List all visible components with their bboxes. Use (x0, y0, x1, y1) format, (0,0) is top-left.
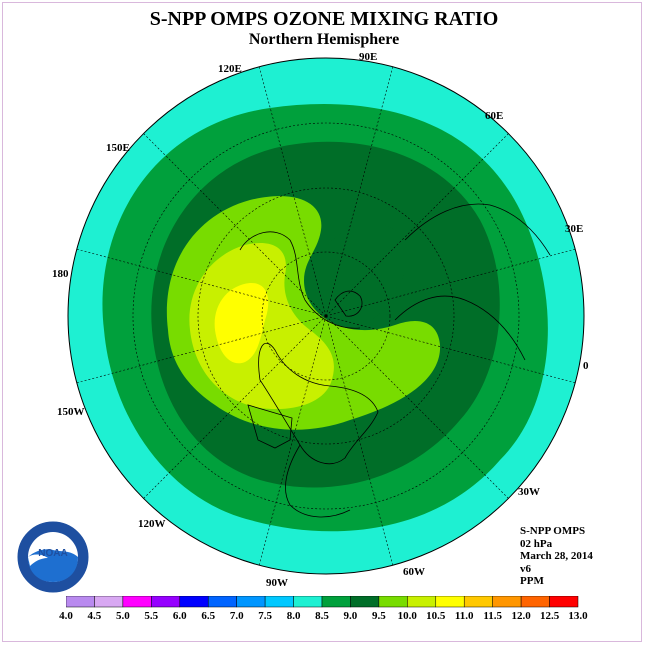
page-title: S-NPP OMPS OZONE MIXING RATIO (149, 8, 499, 30)
colorbar-swatch (66, 596, 95, 608)
colorbar-label: 11.5 (483, 610, 503, 622)
colorbar-label: 7.5 (258, 610, 272, 622)
graticule (132, 122, 520, 510)
colorbar-label: 6.5 (201, 610, 216, 622)
noaa-logo-text: NOAA (38, 548, 67, 559)
meridian-line (143, 315, 327, 499)
colorbar-swatch (293, 596, 323, 608)
longitude-label-90W: 90W (266, 577, 288, 589)
meridian-line (325, 133, 509, 317)
ozone-band-10-0 (214, 282, 269, 364)
colorbar-swatch (179, 596, 209, 608)
longitude-label-30W: 30W (518, 486, 540, 498)
colorbar-swatch (94, 596, 124, 608)
meridian-line (325, 315, 509, 499)
colorbar-label: 5.5 (144, 610, 159, 622)
longitude-label-120W: 120W (138, 518, 166, 530)
image-frame (2, 2, 642, 642)
colorbar-label: 11.0 (454, 610, 474, 622)
longitude-label-90E: 90E (359, 51, 378, 63)
info-block: S-NPP OMPS 02 hPa March 28, 2014 v6 PPM (520, 525, 593, 588)
meridian-line (325, 66, 394, 317)
meridian-line (325, 315, 576, 384)
colorbar-swatch (549, 596, 579, 608)
colorbar-label: 7.0 (229, 610, 244, 622)
info-date: March 28, 2014 (520, 550, 593, 562)
colorbar-swatch (207, 596, 237, 608)
meridian-line (76, 315, 327, 384)
meridian-line (325, 248, 576, 317)
meridian-line (143, 133, 327, 317)
colorbar-label: 5.0 (116, 610, 130, 622)
map-disk-outline (67, 57, 585, 575)
colorbar-swatch (463, 596, 493, 608)
meridian-line (76, 248, 327, 317)
colorbar-swatch (435, 596, 465, 608)
meridian-line (258, 315, 327, 566)
info-pressure-level: 02 hPa (520, 537, 553, 550)
info-instrument: S-NPP OMPS (520, 525, 586, 537)
colorbar-label: 10.0 (397, 610, 417, 622)
info-version: v6 (520, 562, 531, 575)
longitude-label-60W: 60W (403, 566, 425, 578)
longitude-label-30E: 30E (565, 223, 584, 235)
colorbar-swatch (264, 596, 294, 608)
noaa-logo: NOAA (16, 520, 90, 594)
longitude-label-120E: 120E (218, 63, 242, 75)
colorbar-label: 13.0 (568, 610, 588, 622)
info-units: PPM (520, 575, 544, 587)
colorbar-swatch (350, 596, 380, 608)
ozone-spot-bottom-left (134, 476, 162, 504)
colorbar-swatch (378, 596, 408, 608)
colorbar-swatch (407, 596, 437, 608)
colorbar-swatch (122, 596, 152, 608)
longitude-label-150E: 150E (106, 142, 130, 154)
colorbar-label: 8.5 (315, 610, 329, 622)
meridian-line (258, 66, 327, 317)
longitude-label-180: 180 (52, 268, 69, 280)
colorbar-swatch (236, 596, 266, 608)
colorbar-label: 9.0 (343, 610, 358, 622)
colorbar-label: 4.0 (59, 610, 73, 622)
page-subtitle: Northern Hemisphere (248, 31, 400, 48)
colorbar-label: 4.5 (87, 610, 102, 622)
colorbar-swatch (520, 596, 550, 608)
longitude-label-150W: 150W (57, 406, 85, 418)
colorbar-label: 8.0 (286, 610, 301, 622)
colorbar-swatch (151, 596, 181, 608)
meridians (76, 66, 576, 566)
longitude-label-60E: 60E (485, 110, 504, 122)
colorbar-swatch (492, 596, 522, 608)
colorbar-label: 12.0 (511, 610, 531, 622)
colorbar-label: 9.5 (372, 610, 386, 622)
longitude-label-0: 0 (583, 360, 589, 372)
colorbar-swatch (321, 596, 351, 608)
colorbar (66, 596, 579, 608)
coastlines (239, 203, 551, 518)
colorbar-label: 10.5 (426, 610, 446, 622)
colorbar-label: 12.5 (539, 610, 560, 622)
colorbar-label: 6.0 (172, 610, 187, 622)
meridian-line (325, 315, 394, 566)
